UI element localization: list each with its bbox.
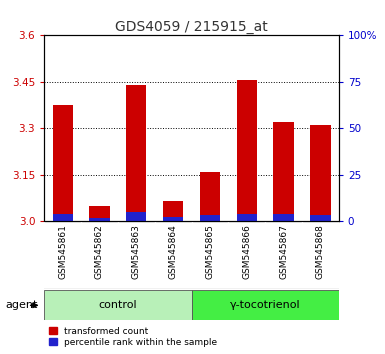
Text: GSM545867: GSM545867 [279,224,288,279]
Text: GSM545866: GSM545866 [242,224,251,279]
Bar [273,213,294,221]
Text: GSM545861: GSM545861 [58,224,67,279]
Text: GSM545868: GSM545868 [316,224,325,279]
Bar [44,290,192,320]
Text: agent: agent [6,300,38,310]
Text: GSM545865: GSM545865 [206,224,214,279]
Text: GSM545862: GSM545862 [95,224,104,279]
Bar [53,213,73,221]
Bar [237,80,257,221]
Text: γ-tocotrienol: γ-tocotrienol [230,300,300,310]
Bar [310,125,330,221]
Bar [192,290,339,320]
Bar [273,122,294,221]
Bar [89,206,110,221]
Bar [200,215,220,221]
Text: control: control [99,300,137,310]
Bar [163,217,183,221]
Bar [310,215,330,221]
Bar [200,172,220,221]
Bar [53,105,73,221]
Text: GSM545863: GSM545863 [132,224,141,279]
Bar [237,213,257,221]
Text: GSM545864: GSM545864 [169,224,177,279]
Bar [126,85,146,221]
Bar [89,218,110,221]
Legend: transformed count, percentile rank within the sample: transformed count, percentile rank withi… [49,327,217,347]
Bar [126,212,146,221]
Title: GDS4059 / 215915_at: GDS4059 / 215915_at [115,21,268,34]
Bar [163,201,183,221]
